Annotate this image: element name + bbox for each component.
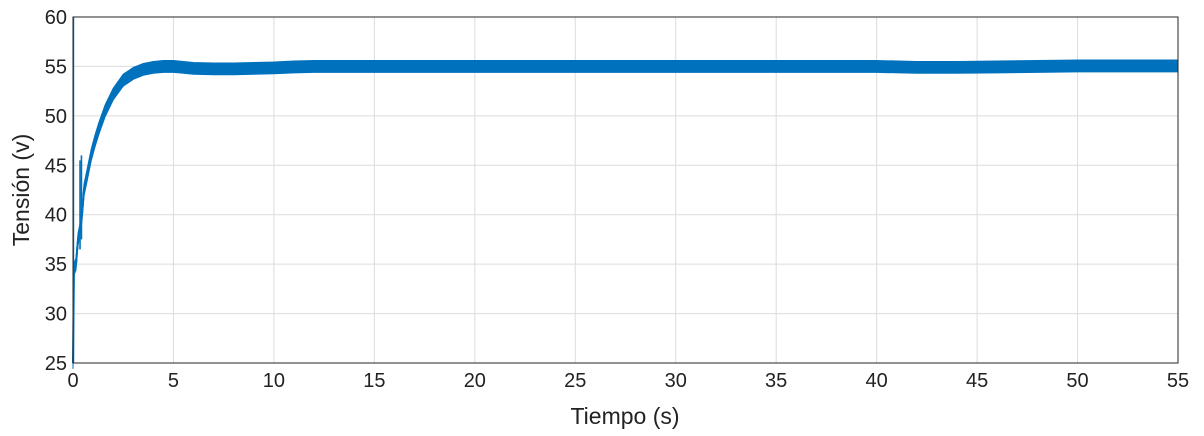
y-tick-label: 50 <box>45 106 67 128</box>
y-tick-label: 35 <box>45 254 67 276</box>
x-tick-label: 55 <box>1167 370 1189 392</box>
y-tick-label: 60 <box>45 7 67 29</box>
y-tick-label: 55 <box>45 56 67 78</box>
x-axis-ticks: 0 5 10 15 20 25 30 35 40 45 50 55 <box>67 370 1189 392</box>
x-tick-label: 0 <box>67 370 78 392</box>
x-tick-label: 40 <box>866 370 888 392</box>
x-tick-label: 35 <box>765 370 787 392</box>
y-axis-label: Tensión (v) <box>8 134 34 246</box>
x-tick-label: 50 <box>1066 370 1088 392</box>
x-tick-label: 5 <box>168 370 179 392</box>
plot-frame <box>72 16 1179 364</box>
x-tick-label: 45 <box>966 370 988 392</box>
y-tick-label: 30 <box>45 304 67 326</box>
x-tick-label: 10 <box>263 370 285 392</box>
y-tick-label: 40 <box>45 205 67 227</box>
x-tick-label: 20 <box>464 370 486 392</box>
series-line <box>72 64 1178 364</box>
x-tick-label: 15 <box>363 370 385 392</box>
x-tick-label: 30 <box>665 370 687 392</box>
y-tick-label: 45 <box>45 155 67 177</box>
y-tick-label: 25 <box>45 353 67 375</box>
y-axis-ticks: 25 30 35 40 45 50 55 60 <box>45 7 67 375</box>
x-tick-label: 25 <box>564 370 586 392</box>
x-axis-label: Tiempo (s) <box>570 403 679 429</box>
